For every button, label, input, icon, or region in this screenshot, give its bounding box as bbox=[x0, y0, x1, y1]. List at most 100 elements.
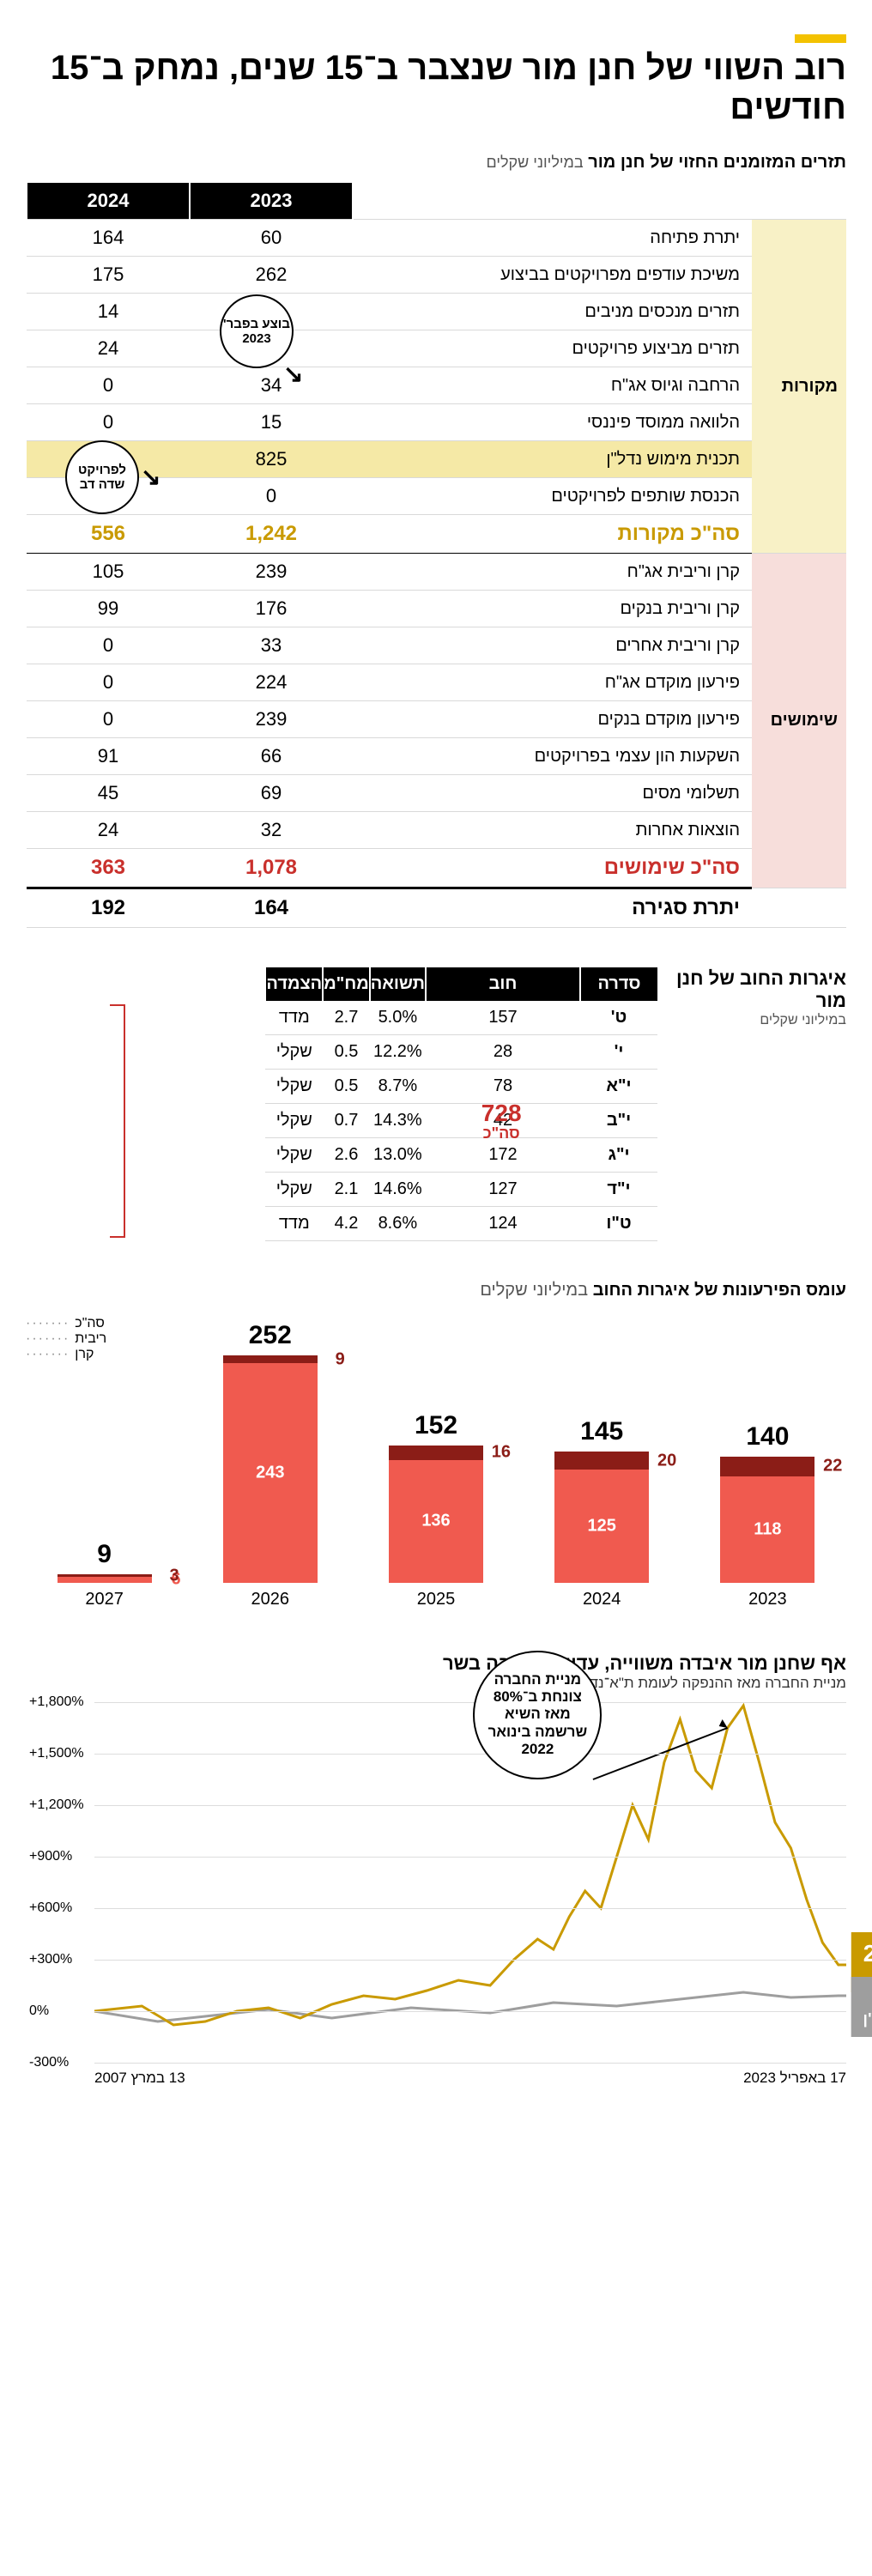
bonds-cell-link: מדד bbox=[265, 1001, 323, 1035]
bonds-cell-dur: 4.2 bbox=[323, 1207, 370, 1241]
row-value: 34 bbox=[190, 367, 353, 404]
bar-interest: 20 bbox=[554, 1452, 649, 1470]
row-value: 239 bbox=[190, 701, 353, 738]
y-axis-label: +300% bbox=[29, 1952, 72, 1967]
cashflow-header-blank bbox=[353, 183, 846, 220]
bonds-row: י'2812.2%0.5שקלי bbox=[265, 1035, 657, 1070]
row-value: 0 bbox=[27, 367, 190, 404]
bar-total: 140 bbox=[689, 1422, 846, 1452]
bar-principal-value: 243 bbox=[256, 1464, 284, 1483]
bonds-row: ט'1575.0%2.7מדד bbox=[265, 1001, 657, 1035]
bonds-cell-series: י"ד bbox=[580, 1173, 657, 1207]
arrow-1: ↘ bbox=[283, 360, 303, 388]
table-row: תזרים מנכסים מניבים1714 bbox=[27, 294, 846, 330]
row-value: 14 bbox=[27, 294, 190, 330]
row-label: קרן וריבית אג"ח bbox=[353, 554, 752, 591]
table-row: יתרת סגירה164192 bbox=[27, 888, 846, 928]
bonds-cell-yield: 14.3% bbox=[370, 1104, 426, 1138]
barchart-title-text: עומס הפירעונות של איגרות החוב bbox=[593, 1281, 846, 1300]
bar-year: 2023 bbox=[689, 1590, 846, 1609]
cashflow-title-text: תזרים המזומנים החזוי של חנן מור bbox=[588, 153, 846, 172]
legend-principal: ·······קרן bbox=[26, 1347, 106, 1362]
row-label: השקעות הון עצמי בפרויקטים bbox=[353, 738, 752, 775]
row-label: קרן וריבית אחרים bbox=[353, 627, 752, 664]
bar-total: 9 bbox=[26, 1540, 183, 1569]
gridline bbox=[94, 2063, 846, 2064]
bonds-cell-series: י' bbox=[580, 1035, 657, 1070]
row-value: 0 bbox=[27, 627, 190, 664]
linechart-subtitle: מניית החברה מאז ההנפקה לעומת ת"א־נדל"ן bbox=[26, 1675, 846, 1692]
bonds-row: י"ג17213.0%2.6שקלי bbox=[265, 1138, 657, 1173]
row-value: 175 bbox=[27, 257, 190, 294]
bar-col: 152136162025 bbox=[357, 1411, 514, 1609]
bar-interest: 9 bbox=[223, 1355, 318, 1363]
bar-total: 252 bbox=[191, 1321, 348, 1350]
bar-interest: 16 bbox=[389, 1446, 483, 1460]
bonds-h-series: סדרה bbox=[580, 967, 657, 1001]
bonds-row: י"ד12714.6%2.1שקלי bbox=[265, 1173, 657, 1207]
endtag-idx: +9% ת"א־נדל"ן bbox=[851, 1977, 872, 2038]
linechart-section: אף שחנן מור איבדה משווייה, עדיין נותר בה… bbox=[26, 1652, 846, 2094]
row-value: 15 bbox=[190, 404, 353, 441]
row-value: 32 bbox=[190, 812, 353, 849]
bonds-header-row: סדרה חוב תשואה מח"מ הצמדה bbox=[265, 967, 657, 1001]
bar-interest-value: 9 bbox=[336, 1349, 345, 1369]
endtag-idx-pct: +9% bbox=[863, 1985, 872, 2012]
row-value: 556 bbox=[27, 515, 190, 554]
barchart-area: ·······סה"כ ·······ריבית ·······קרן 1401… bbox=[26, 1321, 846, 1609]
bar-year: 2026 bbox=[191, 1590, 348, 1609]
gridline bbox=[94, 1857, 846, 1858]
row-value: 0 bbox=[27, 404, 190, 441]
bar-principal: 136 bbox=[389, 1460, 483, 1583]
bonds-cell-series: ט' bbox=[580, 1001, 657, 1035]
bonds-cell-yield: 8.6% bbox=[370, 1207, 426, 1241]
bonds-cell-link: שקלי bbox=[265, 1138, 323, 1173]
row-value: 0 bbox=[190, 478, 353, 515]
cashflow-table: 2023 2024 מקורותיתרת פתיחה60164משיכת עוד… bbox=[26, 183, 846, 928]
endtag-mor-pct: +273% bbox=[863, 1941, 872, 1967]
row-value: 239 bbox=[190, 554, 353, 591]
bonds-cell-link: שקלי bbox=[265, 1173, 323, 1207]
bonds-sum-label: 728 סה"כ bbox=[481, 1100, 522, 1142]
bonds-cell-yield: 8.7% bbox=[370, 1070, 426, 1104]
bonds-cell-dur: 2.6 bbox=[323, 1138, 370, 1173]
table-row: סה"כ שימושים1,078363 bbox=[27, 849, 846, 888]
bonds-row: י"א788.7%0.5שקלי bbox=[265, 1070, 657, 1104]
linechart-svg bbox=[94, 1702, 846, 2063]
bonds-section: איגרות החוב של חנן מור במיליוני שקלים סד… bbox=[26, 967, 846, 1241]
y-axis-label: +1,200% bbox=[29, 1797, 84, 1813]
bonds-cell-link: שקלי bbox=[265, 1070, 323, 1104]
bar-principal-value: 136 bbox=[421, 1512, 450, 1531]
row-value: 60 bbox=[190, 220, 353, 257]
bonds-cell-dur: 0.5 bbox=[323, 1035, 370, 1070]
bar-col: 252 243 9 2026 bbox=[191, 1321, 348, 1609]
bonds-unit: במיליוני שקלים bbox=[675, 1013, 846, 1028]
bonds-cell-debt: 127 bbox=[426, 1173, 580, 1207]
row-label: פירעון מוקדם בנקים bbox=[353, 701, 752, 738]
row-label: תשלומי מסים bbox=[353, 775, 752, 812]
y-axis-label: +1,500% bbox=[29, 1746, 84, 1761]
bar-total: 152 bbox=[357, 1411, 514, 1440]
barchart-legend: ·······סה"כ ·······ריבית ·······קרן bbox=[26, 1316, 106, 1362]
bar-principal: 125 bbox=[554, 1470, 649, 1582]
bar-interest: 22 bbox=[720, 1457, 814, 1476]
legend-total: ·······סה"כ bbox=[26, 1316, 106, 1331]
y-axis-label: +900% bbox=[29, 1849, 72, 1864]
table-row: מקורותיתרת פתיחה60164 bbox=[27, 220, 846, 257]
bar-col: 9632027 bbox=[26, 1540, 183, 1609]
bonds-cell-series: י"ג bbox=[580, 1138, 657, 1173]
row-value: 262 bbox=[190, 257, 353, 294]
row-value: 1,078 bbox=[190, 849, 353, 888]
linechart-area: מניית החברה צונחת ב־80% מאז השיא שרשמה ב… bbox=[94, 1702, 846, 2063]
bonds-h-debt: חוב bbox=[426, 967, 580, 1001]
endtag-idx-name: ת"א־נדל"ן bbox=[863, 2011, 872, 2028]
y-axis-label: 0% bbox=[29, 2003, 49, 2019]
note-executed-2023: בוצע בפבר' 2023 bbox=[220, 294, 294, 368]
bar-principal: 243 bbox=[223, 1363, 318, 1582]
bonds-table: סדרה חוב תשואה מח"מ הצמדה ט'1575.0%2.7מד… bbox=[264, 967, 657, 1241]
bonds-cell-dur: 2.1 bbox=[323, 1173, 370, 1207]
legend-interest: ·······ריבית bbox=[26, 1331, 106, 1347]
cashflow-title: תזרים המזומנים החזוי של חנן מור במיליוני… bbox=[26, 153, 846, 173]
x-axis-end: 17 באפריל 2023 bbox=[743, 2070, 846, 2087]
bar-interest-value: 3 bbox=[169, 1566, 179, 1585]
